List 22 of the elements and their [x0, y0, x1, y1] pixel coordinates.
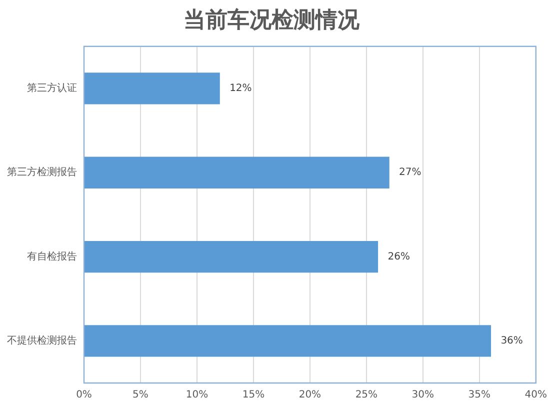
- x-tick-label: 5%: [132, 390, 148, 401]
- bar: [84, 72, 220, 104]
- y-tick-label: 有自检报告: [27, 250, 77, 262]
- bar: [84, 325, 492, 357]
- y-tick-label: 第三方认证: [27, 82, 77, 94]
- data-label: 26%: [388, 251, 410, 262]
- x-tick-label: 15%: [242, 390, 265, 401]
- data-label: 12%: [230, 83, 252, 94]
- x-tick-label: 25%: [355, 390, 378, 401]
- bar: [84, 240, 378, 273]
- x-tick-label: 35%: [468, 390, 491, 401]
- y-tick-label: 第三方检测报告: [7, 166, 77, 178]
- x-tick-label: 10%: [186, 390, 208, 401]
- data-label: 27%: [399, 167, 422, 178]
- x-tick-label: 20%: [298, 390, 322, 401]
- data-label: 36%: [500, 336, 523, 347]
- x-tick-label: 40%: [524, 390, 548, 401]
- bar: [84, 156, 390, 188]
- chart-title: 当前车况检测情况: [184, 6, 360, 33]
- x-tick-label: 0%: [76, 390, 92, 401]
- y-tick-label: 不提供检测报告: [7, 334, 77, 347]
- x-tick-label: 30%: [412, 390, 434, 401]
